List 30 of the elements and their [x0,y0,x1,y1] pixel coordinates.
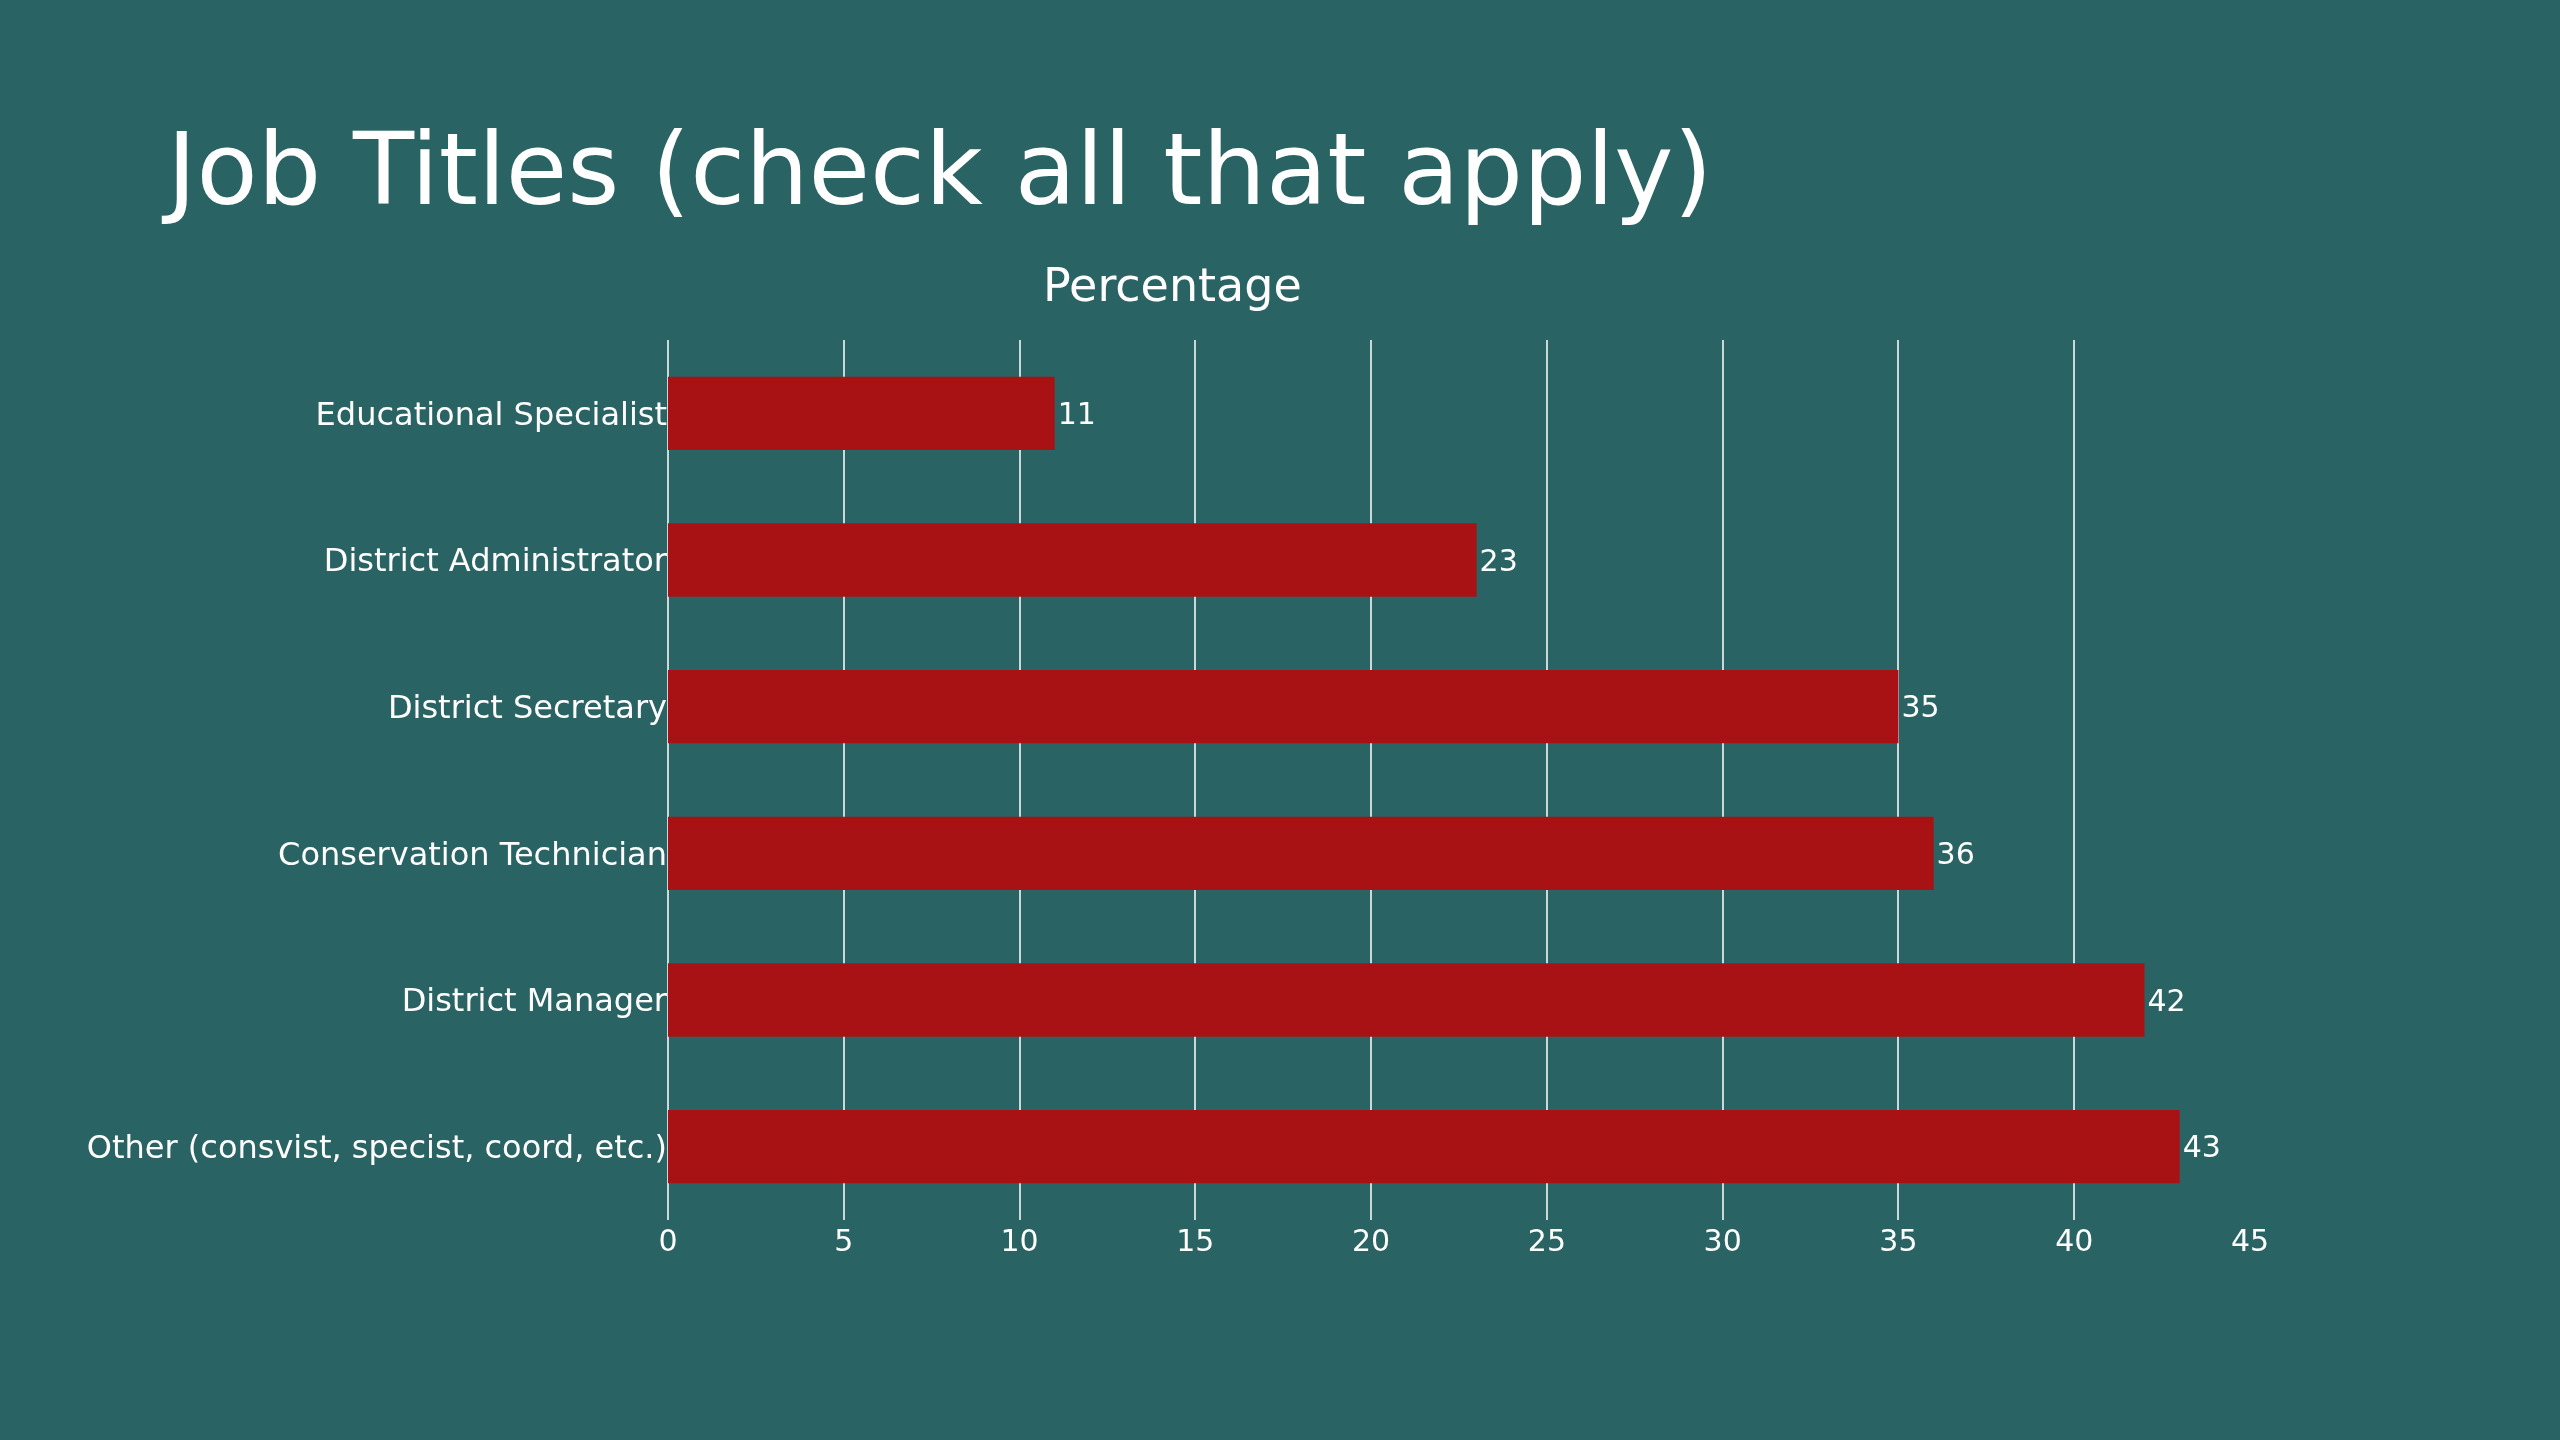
data-label: 42 [2147,982,2186,1018]
x-tick-label: 40 [2055,1223,2094,1258]
x-tick-label: 30 [1703,1223,1742,1258]
x-tick-label: 0 [658,1223,678,1258]
x-tick-label: 5 [834,1223,854,1258]
y-tick-label: District Manager [401,981,668,1020]
y-tick-label: Conservation Technician [278,834,667,873]
bar [668,670,1899,744]
bar [668,963,2145,1037]
x-tick-label: 45 [2230,1223,2270,1258]
bar [668,523,1477,597]
x-tick-label: 20 [1352,1223,1391,1258]
x-tick-label: 10 [1000,1223,1039,1258]
x-tick-label: 15 [1176,1223,1215,1258]
data-label: 36 [1936,835,1975,871]
bar [668,1110,2180,1184]
x-tick-label: 35 [1879,1223,1918,1258]
y-tick-label: Educational Specialist [315,394,667,433]
chart-title: Job Titles (check all that apply) [161,111,1713,228]
y-tick-label: District Secretary [387,687,667,726]
chart-subtitle: Percentage [1043,258,1302,312]
bar [668,376,1055,450]
data-label: 43 [2182,1129,2221,1165]
data-label: 35 [1901,689,1940,725]
data-label: 11 [1057,395,1096,431]
y-tick-label: District Administrator [323,541,668,580]
data-label: 23 [1479,542,1518,578]
x-tick-label: 25 [1527,1223,1566,1258]
bar [668,816,1934,890]
y-tick-label: Other (consvist, specist, coord, etc.) [86,1127,667,1166]
